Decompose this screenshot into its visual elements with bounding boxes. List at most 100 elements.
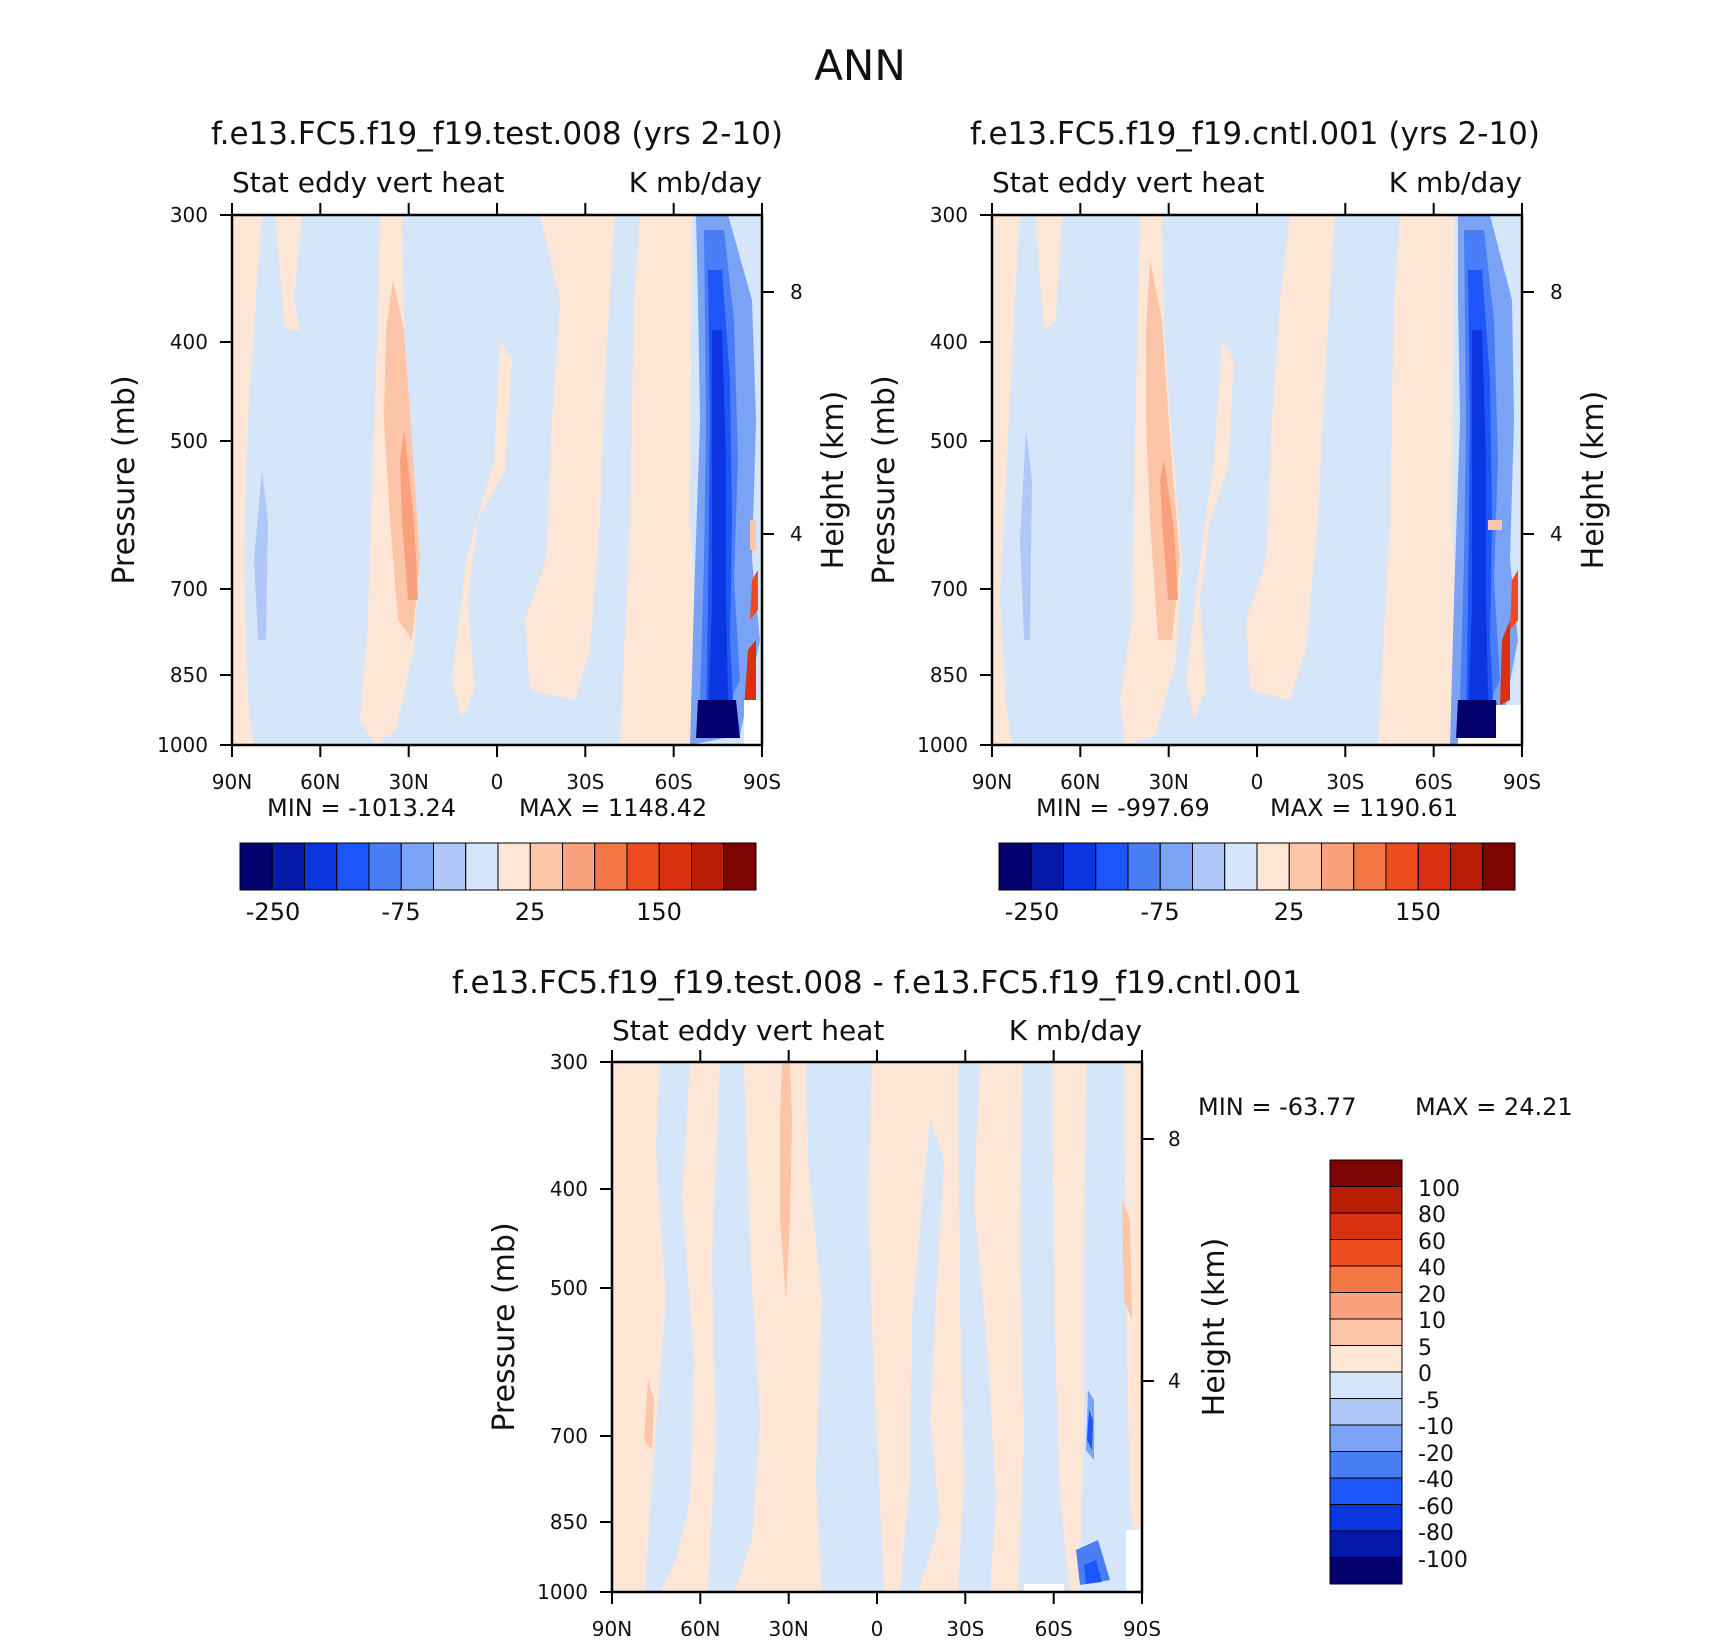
y-tick-label: 400: [550, 1177, 588, 1201]
panel-test-cold-core: [708, 330, 728, 730]
panel-diff-min-label: MIN = -63.77: [1198, 1093, 1356, 1121]
colorbar-swatch: [1329, 1186, 1403, 1214]
panel-diff-colorbar: [1329, 1159, 1403, 1585]
panel-test-cold-floor: [696, 700, 740, 738]
panel-test-warm-sliver-south: [744, 640, 756, 710]
panel-cntl-warm-band-70n: [1035, 215, 1062, 330]
panel-test-x-tick-labels: 90N 60N 30N 0 30S 60S 90S: [212, 770, 781, 794]
colorbar-swatch: [336, 842, 370, 891]
colorbar-label: 80: [1418, 1203, 1446, 1228]
panel-test-max-label: MAX = 1148.42: [519, 794, 707, 822]
colorbar-swatch: [1159, 842, 1193, 891]
y-tick-label: 1000: [157, 733, 208, 757]
colorbar-swatch: [1329, 1451, 1403, 1479]
x-tick-label: 30N: [388, 770, 428, 794]
y2-tick-label: 8: [1550, 280, 1563, 304]
panel-diff-y2-tick-labels: 8 4: [1168, 1127, 1181, 1393]
x-tick-label: 0: [871, 1617, 884, 1636]
x-tick-label: 30S: [1326, 770, 1364, 794]
panel-cntl-orange-sliver: [1488, 520, 1502, 530]
y2-tick-label: 4: [790, 522, 803, 546]
x-tick-label: 90N: [212, 770, 252, 794]
panel-diff-cool-band-50s: [1018, 1062, 1070, 1592]
colorbar-label: -20: [1418, 1442, 1454, 1467]
colorbar-swatch: [239, 842, 273, 891]
panel-cntl-cold-core: [1468, 330, 1488, 730]
panel-cntl-warm-band-90n: [992, 215, 1020, 745]
panel-test-warm-band-70n: [275, 215, 302, 330]
x-tick-label: 60N: [680, 1617, 720, 1636]
colorbar-label: 25: [515, 898, 546, 926]
colorbar-swatch: [1224, 842, 1258, 891]
colorbar-swatch: [1063, 842, 1097, 891]
panel-cntl-y-tick-labels: 300 400 500 700 850 1000: [917, 203, 968, 757]
panel-cntl-title: f.e13.FC5.f19_f19.cntl.001 (yrs 2-10): [970, 116, 1540, 152]
colorbar-swatch: [1329, 1212, 1403, 1240]
colorbar-label: 150: [1395, 898, 1441, 926]
y-tick-label: 850: [930, 663, 968, 687]
x-tick-label: 60S: [655, 770, 693, 794]
panel-diff-cool-band-50n: [708, 1062, 760, 1592]
colorbar-label: 10: [1418, 1309, 1446, 1334]
colorbar-swatch: [594, 842, 628, 891]
colorbar-swatch: [1329, 1477, 1403, 1505]
panel-cntl-warm-peak: [1160, 460, 1178, 600]
y-tick-label: 700: [930, 577, 968, 601]
y-tick-label: 300: [930, 203, 968, 227]
panel-diff-warm-streak-75n: [644, 1380, 654, 1450]
panel-diff-missing-corner: [1126, 1530, 1142, 1592]
panel-cntl-warm-band-10s: [1246, 215, 1335, 700]
colorbar-swatch: [1417, 842, 1451, 891]
colorbar-swatch: [1329, 1345, 1403, 1373]
x-tick-label: 60N: [1060, 770, 1100, 794]
panel-diff-cold-floor-2: [1084, 1560, 1102, 1584]
colorbar-swatch: [1329, 1530, 1403, 1558]
panel-diff-y-tick-labels: 300 400 500 700 850 1000: [537, 1050, 588, 1604]
panel-test-ylabel: Pressure (mb): [107, 375, 142, 584]
colorbar-swatch: [1329, 1371, 1403, 1399]
panel-diff-cool-band-20s: [958, 1062, 996, 1592]
panel-diff-title: f.e13.FC5.f19_f19.test.008 - f.e13.FC5.f…: [452, 965, 1302, 1001]
panel-diff-missing-corner-2: [1024, 1584, 1064, 1592]
panel-cntl-min-label: MIN = -997.69: [1036, 794, 1210, 822]
colorbar-swatch: [1256, 842, 1290, 891]
colorbar-swatch: [400, 842, 434, 891]
x-tick-label: 60S: [1035, 1617, 1073, 1636]
colorbar-swatch: [304, 842, 338, 891]
x-tick-label: 90S: [1503, 770, 1541, 794]
y2-tick-label: 4: [1168, 1369, 1181, 1393]
colorbar-label: 150: [636, 898, 682, 926]
colorbar-label: 40: [1418, 1256, 1446, 1281]
colorbar-swatch: [691, 842, 725, 891]
x-tick-label: 90S: [743, 770, 781, 794]
panel-test-colorbar: [239, 842, 757, 891]
colorbar-swatch: [1329, 1239, 1403, 1267]
panel-test-min-label: MIN = -1013.24: [267, 794, 456, 822]
colorbar-swatch: [1329, 1424, 1403, 1452]
colorbar-swatch: [1353, 842, 1387, 891]
panel-diff: f.e13.FC5.f19_f19.test.008 - f.e13.FC5.f…: [452, 965, 1573, 1641]
colorbar-swatch: [1385, 842, 1419, 891]
panel-cntl-subtitle-right: K mb/day: [1389, 166, 1522, 199]
colorbar-swatch: [271, 842, 305, 891]
panel-diff-cool-band-20n: [806, 1062, 884, 1592]
y-tick-label: 500: [170, 429, 208, 453]
panel-test-y2-tick-labels: 8 4: [790, 280, 803, 546]
colorbar-swatch: [562, 842, 596, 891]
panel-diff-cool-band-70n: [645, 1062, 694, 1592]
panel-cntl-subtitle-left: Stat eddy vert heat: [992, 166, 1264, 199]
panel-diff-warm-streak-30n: [780, 1062, 792, 1300]
panel-cntl-y2label: Height (km): [1576, 391, 1611, 570]
colorbar-swatch: [1329, 1557, 1403, 1585]
colorbar-label: -80: [1418, 1521, 1454, 1546]
colorbar-label: 100: [1418, 1177, 1460, 1202]
panel-cntl-warm-band-10n: [1186, 340, 1234, 720]
panel-cntl: f.e13.FC5.f19_f19.cntl.001 (yrs 2-10) St…: [867, 116, 1611, 926]
x-tick-label: 0: [491, 770, 504, 794]
colorbar-label: -75: [381, 898, 420, 926]
panel-test-subtitle-right: K mb/day: [629, 166, 762, 199]
panel-diff-cool-band-0: [900, 1120, 944, 1592]
colorbar-label: 60: [1418, 1230, 1446, 1255]
colorbar-swatch: [1329, 1504, 1403, 1532]
x-tick-label: 30N: [768, 1617, 808, 1636]
